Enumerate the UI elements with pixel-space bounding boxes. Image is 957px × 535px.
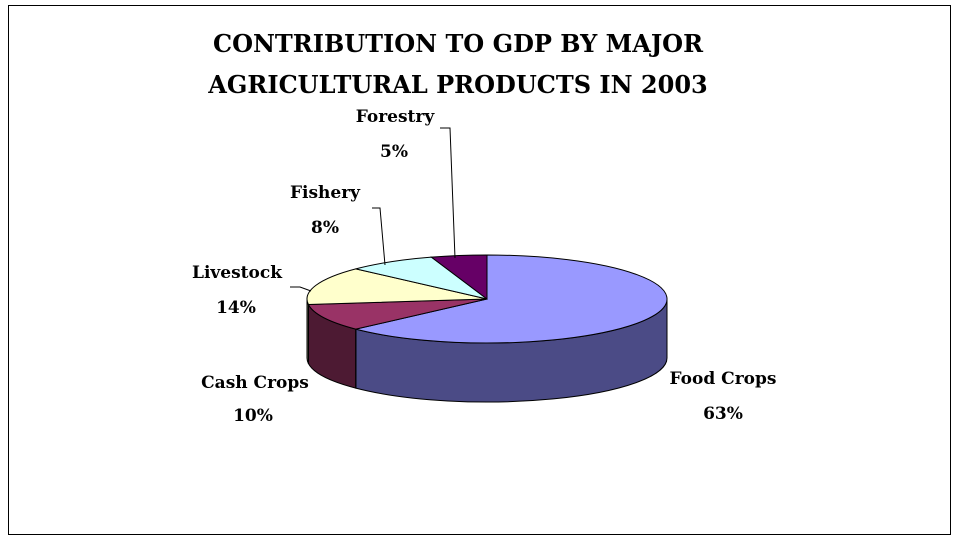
slice-top-forestry	[430, 254, 488, 301]
label-food-crops: Food Crops	[670, 369, 777, 389]
slice-top-food-crops	[355, 254, 668, 344]
label-cash-crops: Cash Crops	[201, 373, 309, 393]
label-fishery: Fishery	[290, 183, 361, 203]
chart-title-line-2: AGRICULTURAL PRODUCTS IN 2003	[207, 70, 707, 99]
leader-lines	[290, 127, 456, 292]
percent-fishery: 8%	[311, 218, 339, 238]
leader-livestock	[290, 286, 312, 292]
slice-top-livestock	[306, 268, 488, 306]
percent-food-crops: 63%	[703, 404, 743, 424]
pie-chart: CONTRIBUTION TO GDP BY MAJOR AGRICULTURA…	[192, 29, 777, 426]
leader-forestry	[440, 127, 456, 259]
percent-livestock: 14%	[216, 298, 256, 318]
pie-tops	[306, 254, 668, 344]
slice-top-cash-crops	[307, 298, 488, 330]
percent-forestry: 5%	[380, 142, 408, 162]
leader-fishery	[372, 207, 386, 266]
slice-top-fishery	[355, 256, 488, 300]
label-livestock: Livestock	[192, 263, 283, 283]
chart-title-line-1: CONTRIBUTION TO GDP BY MAJOR	[213, 29, 704, 58]
percent-cash-crops: 10%	[233, 406, 273, 426]
label-forestry: Forestry	[356, 107, 436, 127]
